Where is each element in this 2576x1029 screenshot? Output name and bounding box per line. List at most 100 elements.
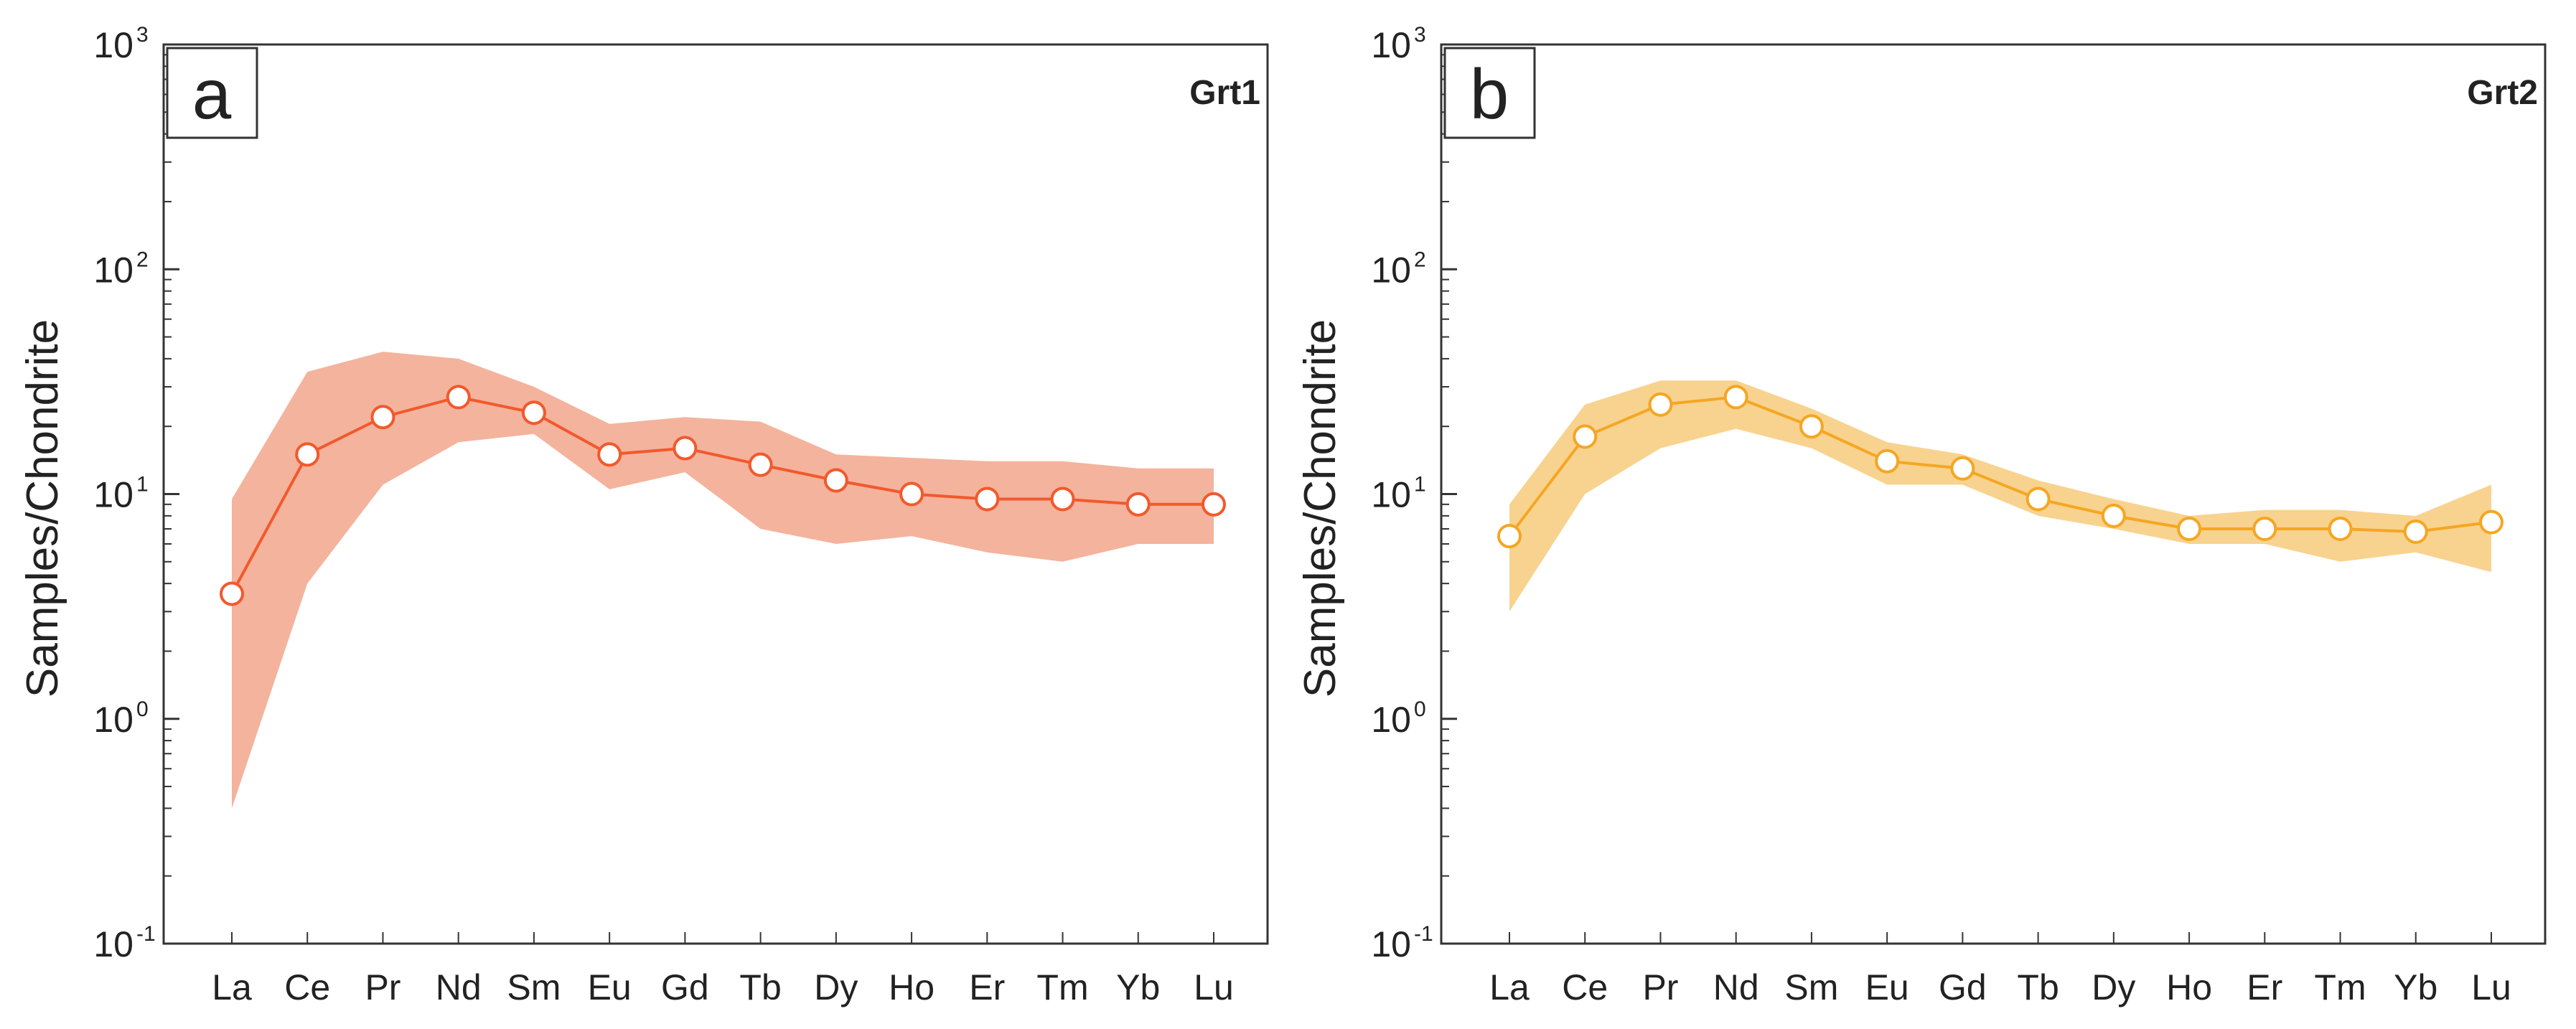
y-tick-base: 10 — [93, 924, 134, 964]
x-tick-label: La — [1489, 967, 1530, 1007]
x-tick-label: Ce — [284, 967, 330, 1007]
x-tick-label: Gd — [661, 967, 709, 1007]
y-tick-label: 10 — [93, 250, 134, 290]
data-point-er — [975, 487, 1000, 512]
y-tick-base: 10 — [1371, 250, 1411, 290]
data-point-lu — [1202, 492, 1226, 517]
x-tick-label: Ho — [889, 967, 935, 1007]
data-point-ho — [899, 481, 924, 507]
y-tick-base: 10 — [93, 250, 134, 290]
x-tick-label: Pr — [1642, 967, 1678, 1007]
range-band — [1509, 380, 2491, 612]
y-tick-base: 10 — [1371, 700, 1411, 740]
y-tick-exponent: 1 — [136, 473, 149, 497]
x-tick-label: Tm — [1036, 967, 1088, 1007]
x-tick-label: Sm — [507, 967, 561, 1007]
data-point-yb — [2403, 519, 2428, 544]
y-tick-label: 10 — [1371, 924, 1411, 964]
y-tick-exponent: 0 — [136, 697, 149, 721]
data-point-la — [220, 581, 244, 606]
x-tick-label: Yb — [2394, 967, 2437, 1007]
y-tick-label: 10 — [1371, 250, 1411, 290]
y-tick-label: 10 — [1371, 25, 1411, 65]
x-tick-label: Eu — [1865, 967, 1909, 1007]
y-axis-label: Samples/Chondrite — [1296, 319, 1345, 697]
data-point-la — [1497, 524, 1522, 549]
series-line — [1508, 395, 2492, 537]
x-tick-label: Tm — [2314, 967, 2366, 1007]
data-point-tm — [1050, 487, 1075, 512]
y-tick-label: 10 — [93, 924, 134, 964]
data-point-sm — [1799, 414, 1824, 439]
range-band — [232, 352, 1214, 809]
y-tick-exponent: -1 — [1414, 922, 1433, 946]
data-point-eu — [1875, 448, 1900, 474]
panel-title: Grt2 — [2467, 74, 2538, 112]
data-point-ce — [1573, 424, 1598, 449]
y-tick-base: 10 — [93, 475, 134, 515]
x-tick-label: Er — [969, 967, 1005, 1007]
data-point-dy — [2101, 503, 2126, 528]
y-tick-label: 10 — [1371, 475, 1411, 515]
y-tick-base: 10 — [1371, 924, 1411, 964]
x-tick-label: Sm — [1784, 967, 1838, 1007]
panel-label-box — [166, 47, 258, 139]
y-axis-label: Samples/Chondrite — [18, 319, 67, 697]
x-tick-label: Ce — [1562, 967, 1608, 1007]
data-point-yb — [1125, 492, 1151, 517]
data-point-nd — [446, 385, 471, 410]
x-tick-label: Dy — [814, 967, 858, 1007]
data-point-gd — [673, 436, 698, 461]
panel-label-box — [1443, 47, 1536, 139]
y-tick-exponent: 3 — [136, 23, 149, 47]
x-tick-label: Tb — [2017, 967, 2059, 1007]
data-point-pr — [370, 405, 395, 430]
x-tick-label: Nd — [1713, 967, 1759, 1007]
data-point-tm — [2328, 517, 2353, 542]
y-tick-label: 10 — [1371, 700, 1411, 740]
x-tick-label: Gd — [1939, 967, 1987, 1007]
y-tick-exponent: 3 — [1414, 23, 1426, 47]
panel-label: b — [1470, 55, 1509, 133]
y-tick-label: 10 — [93, 25, 134, 65]
y-tick-base: 10 — [1371, 25, 1411, 65]
x-tick-label: Dy — [2092, 967, 2135, 1007]
data-point-ce — [295, 442, 320, 467]
x-tick-label: Lu — [2471, 967, 2511, 1007]
x-tick-label: Nd — [436, 967, 482, 1007]
y-tick-exponent: 2 — [136, 248, 149, 271]
x-tick-label: Er — [2247, 967, 2282, 1007]
data-point-pr — [1648, 392, 1673, 417]
x-tick-label: La — [212, 967, 252, 1007]
data-point-sm — [521, 400, 546, 426]
data-point-tb — [748, 452, 773, 477]
y-tick-exponent: 0 — [1414, 697, 1426, 721]
x-tick-label: Yb — [1116, 967, 1160, 1007]
x-tick-label: Tb — [739, 967, 781, 1007]
series-line — [230, 395, 1214, 595]
x-tick-label: Lu — [1194, 967, 1234, 1007]
data-point-ho — [2177, 517, 2202, 542]
x-tick-label: Pr — [365, 967, 401, 1007]
panel-title: Grt1 — [1189, 74, 1260, 112]
data-point-dy — [823, 468, 848, 493]
data-point-er — [2252, 517, 2277, 542]
x-tick-label: Eu — [588, 967, 632, 1007]
data-point-lu — [2479, 509, 2504, 535]
data-point-gd — [1950, 456, 1975, 481]
y-tick-label: 10 — [93, 475, 134, 515]
y-tick-exponent: 1 — [1414, 473, 1426, 497]
y-tick-label: 10 — [93, 700, 134, 740]
y-tick-base: 10 — [1371, 475, 1411, 515]
x-tick-label: Ho — [2166, 967, 2212, 1007]
data-point-tb — [2025, 487, 2051, 512]
data-point-nd — [1723, 385, 1748, 410]
panel-label: a — [192, 55, 232, 133]
y-tick-base: 10 — [93, 25, 134, 65]
y-tick-base: 10 — [93, 700, 134, 740]
y-tick-exponent: 2 — [1414, 248, 1426, 271]
y-tick-exponent: -1 — [136, 922, 156, 946]
